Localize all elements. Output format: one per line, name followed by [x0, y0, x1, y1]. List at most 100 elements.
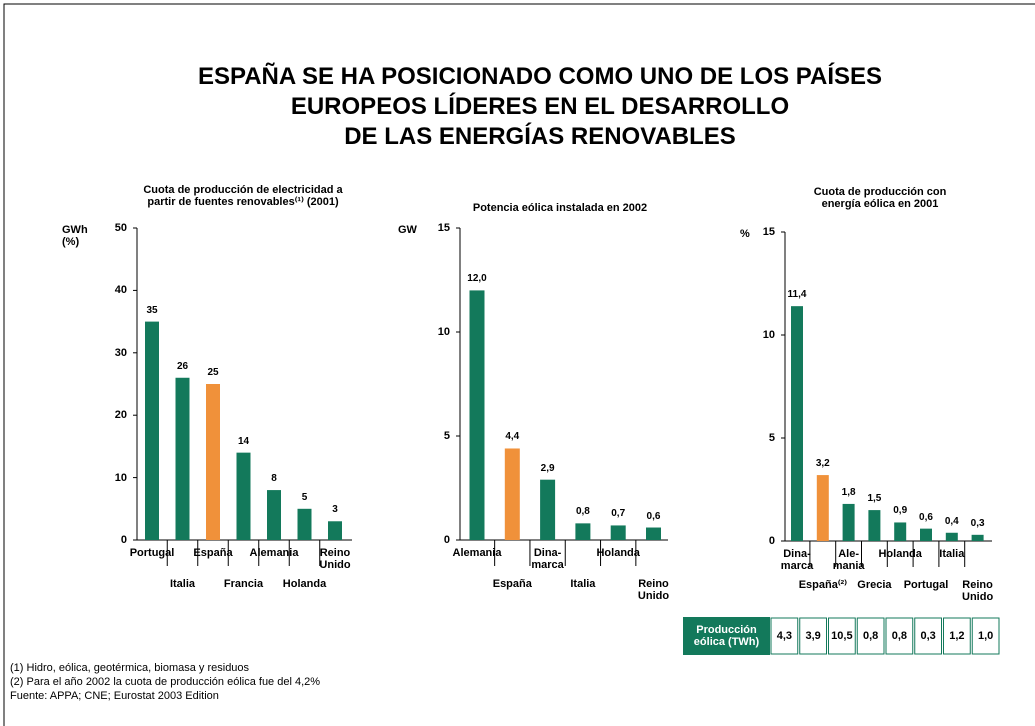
value-label: 35: [146, 304, 158, 316]
value-label: 0,6: [919, 511, 933, 523]
value-label: 0,3: [970, 517, 985, 529]
bar: [236, 452, 251, 540]
bar: [575, 523, 591, 540]
chart-title: Cuota de producción con energía eólica e…: [813, 186, 947, 210]
x-tick-label: Reino Unido: [962, 579, 994, 603]
x-tick-label: Reino Unido: [319, 547, 351, 571]
table-header-cell: [683, 617, 770, 655]
y-tick-label: 50: [114, 222, 127, 234]
x-tick-label: Grecia: [857, 579, 892, 591]
y-tick-label: 0: [443, 534, 450, 546]
value-label: 11,4: [787, 289, 807, 301]
value-label: 3,2: [815, 458, 830, 470]
bar: [971, 534, 984, 541]
bar: [328, 521, 342, 540]
y-tick-label: 40: [114, 284, 127, 297]
footnote: (1) Hidro, eólica, geotérmica, biomasa y…: [10, 662, 250, 674]
table-header: Producción eólica (TWh): [693, 624, 760, 648]
y-tick-label: 0: [120, 534, 127, 546]
x-tick-label: Holanda: [596, 547, 640, 559]
x-tick-label: Alemania: [452, 547, 502, 559]
table-value: 0,8: [891, 630, 908, 642]
bar: [504, 448, 520, 540]
y-tick-label: 5: [443, 430, 450, 442]
bar: [175, 377, 190, 540]
value-label: 3: [332, 504, 338, 516]
y-tick-label: 5: [768, 432, 775, 444]
value-label: 0,9: [893, 505, 908, 517]
x-tick-label: Francia: [223, 578, 264, 590]
value-label: 1,5: [867, 493, 882, 505]
chart-title: Cuota de producción de electricidad a pa…: [143, 184, 343, 208]
x-tick-label: Italia: [570, 578, 596, 590]
value-label: 12,0: [467, 273, 487, 285]
table-cell: [856, 617, 885, 655]
y-tick-label: 20: [114, 409, 127, 422]
x-tick-label: Portugal: [903, 579, 949, 591]
x-tick-label: Portugal: [129, 547, 175, 559]
table-value: 4,3: [776, 630, 793, 642]
x-tick-label: Dina- marca: [780, 548, 814, 572]
x-tick-label: Dina- marca: [531, 547, 564, 571]
x-tick-label: Ale- mania: [832, 548, 865, 572]
bar: [267, 490, 281, 540]
value-label: 8: [271, 473, 277, 485]
y-tick-label: 0: [768, 535, 775, 547]
value-label: 26: [176, 360, 189, 372]
bar: [540, 479, 556, 540]
x-tick-label: Italia: [939, 548, 965, 560]
value-label: 4,4: [505, 431, 520, 443]
table-value: 3,9: [805, 630, 821, 642]
value-label: 5: [301, 491, 308, 503]
bar: [945, 532, 958, 541]
bar: [610, 525, 626, 540]
x-tick-label: Holanda: [282, 578, 327, 590]
bar: [145, 321, 159, 540]
bar: [297, 508, 312, 540]
bar: [816, 475, 829, 541]
x-tick-label: España: [492, 578, 532, 590]
table-value: 0,8: [862, 630, 879, 642]
axis-label: GWh (%): [62, 224, 88, 248]
frame: [3, 3, 1035, 726]
chart-title: Potencia eólica instalada en 2002: [472, 202, 648, 214]
table-cell: [770, 617, 799, 655]
bar: [206, 384, 220, 540]
y-tick-label: 10: [762, 329, 775, 341]
bar: [791, 306, 803, 541]
x-tick-label: Reino Unido: [637, 578, 670, 602]
value-label: 14: [237, 435, 250, 447]
bar: [842, 503, 855, 541]
table-cell: [828, 617, 856, 655]
x-tick-label: España: [193, 547, 233, 559]
x-tick-label: Alemania: [249, 547, 299, 559]
bar: [469, 290, 485, 540]
axis-label: GW: [398, 224, 417, 236]
table-cell: [971, 617, 1000, 655]
y-tick-label: 30: [114, 346, 127, 359]
table-value: 1,2: [949, 630, 965, 642]
bar: [868, 510, 881, 541]
value-label: 0,8: [575, 506, 590, 518]
table-cell: [943, 617, 971, 655]
x-tick-label: Holanda: [878, 548, 922, 560]
value-label: 0,4: [944, 515, 959, 527]
slide-title: ESPAÑA SE HA POSICIONADO COMO UNO DE LOS…: [197, 63, 883, 150]
value-label: 0,6: [646, 510, 661, 522]
table-value: 1,0: [977, 630, 994, 642]
table-value: 10,5: [831, 630, 853, 642]
value-label: 0,7: [611, 508, 626, 520]
footnote: (2) Para el año 2002 la cuota de producc…: [10, 676, 321, 688]
bar: [646, 527, 661, 540]
table-cell: [914, 617, 942, 655]
x-tick-label: España⁽²⁾: [798, 579, 847, 591]
y-tick-label: 15: [762, 226, 775, 238]
value-label: 1,8: [841, 486, 856, 498]
y-tick-label: 15: [437, 222, 450, 234]
table-cell: [799, 617, 827, 655]
bar: [894, 522, 907, 541]
y-tick-label: 10: [114, 471, 127, 484]
x-tick-label: Italia: [169, 578, 196, 590]
